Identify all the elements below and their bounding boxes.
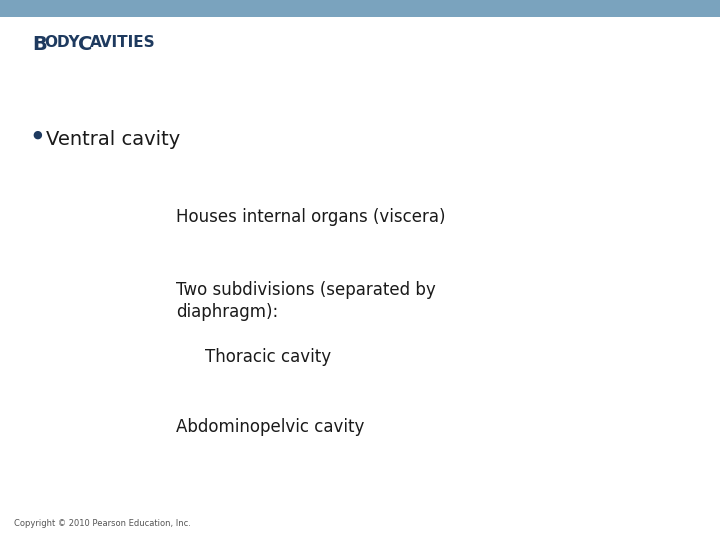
Text: AVITIES: AVITIES [91,35,156,50]
Text: Abdominopelvic cavity: Abdominopelvic cavity [176,418,365,436]
Text: ODY: ODY [45,35,80,50]
Text: B: B [32,35,47,54]
Text: Copyright © 2010 Pearson Education, Inc.: Copyright © 2010 Pearson Education, Inc. [14,519,192,528]
Text: Thoracic cavity: Thoracic cavity [205,348,331,366]
Text: Ventral cavity: Ventral cavity [46,130,181,148]
Text: ●: ● [32,130,42,140]
Text: Houses internal organs (viscera): Houses internal organs (viscera) [176,208,446,226]
Text: Two subdivisions (separated by
diaphragm):: Two subdivisions (separated by diaphragm… [176,281,436,321]
Text: C: C [78,35,93,54]
FancyBboxPatch shape [0,0,720,17]
